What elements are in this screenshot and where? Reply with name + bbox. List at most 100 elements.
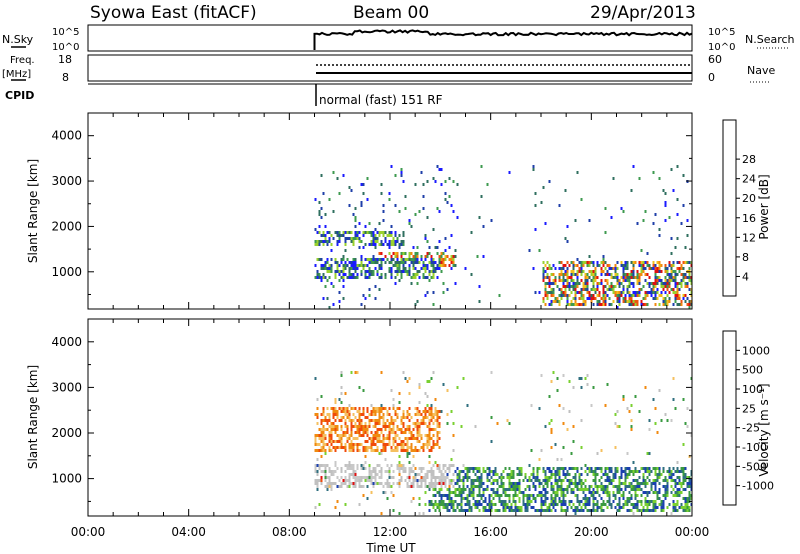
heatmap-cell bbox=[348, 443, 351, 446]
heatmap-cell bbox=[566, 428, 569, 431]
heatmap-cell bbox=[438, 509, 441, 512]
heatmap-cell bbox=[338, 479, 341, 482]
heatmap-cell bbox=[496, 473, 499, 476]
heatmap-cell bbox=[468, 500, 471, 503]
heatmap-cell bbox=[360, 240, 363, 243]
heatmap-cell bbox=[606, 479, 609, 482]
heatmap-cell bbox=[566, 488, 569, 491]
heatmap-cell bbox=[542, 479, 545, 482]
station-title: Syowa East (fitACF) bbox=[90, 3, 257, 23]
heatmap-cell bbox=[486, 503, 489, 506]
heatmap-cell bbox=[544, 509, 547, 512]
heatmap-cell bbox=[360, 273, 363, 276]
heatmap-cell bbox=[424, 267, 427, 270]
heatmap-cell bbox=[478, 216, 481, 219]
heatmap-cell bbox=[596, 473, 599, 476]
heatmap-cell bbox=[658, 270, 661, 273]
heatmap-cell bbox=[488, 500, 491, 503]
heatmap-cell bbox=[348, 204, 351, 207]
heatmap-cell bbox=[680, 470, 683, 473]
heatmap-cell bbox=[400, 261, 403, 264]
heatmap-cell bbox=[432, 273, 435, 276]
heatmap-cell bbox=[476, 494, 479, 497]
heatmap-cell bbox=[646, 252, 649, 255]
heatmap-cell bbox=[518, 491, 521, 494]
heatmap-cell bbox=[688, 267, 691, 270]
heatmap-cell bbox=[588, 291, 591, 294]
heatmap-cell bbox=[548, 395, 551, 398]
heatmap-cell bbox=[630, 273, 633, 276]
heatmap-cell bbox=[594, 482, 597, 485]
heatmap-cell bbox=[370, 476, 373, 479]
heatmap-cell bbox=[574, 294, 577, 297]
heatmap-cell bbox=[518, 488, 521, 491]
heatmap-cell bbox=[662, 303, 665, 306]
heatmap-cell bbox=[614, 294, 617, 297]
heatmap-cell bbox=[362, 485, 365, 488]
heatmap-cell bbox=[430, 416, 433, 419]
heatmap-cell bbox=[548, 422, 551, 425]
heatmap-cell bbox=[360, 255, 363, 258]
heatmap-cell bbox=[544, 425, 547, 428]
heatmap-cell bbox=[554, 443, 557, 446]
heatmap-cell bbox=[332, 470, 335, 473]
heatmap-cell bbox=[454, 488, 457, 491]
heatmap-cell bbox=[458, 503, 461, 506]
heatmap-cell bbox=[566, 273, 569, 276]
heatmap-cell bbox=[432, 446, 435, 449]
heatmap-cell bbox=[436, 506, 439, 509]
heatmap-cell bbox=[392, 243, 395, 246]
heatmap-cell bbox=[666, 303, 669, 306]
heatmap-cell bbox=[350, 371, 353, 374]
heatmap-cell bbox=[562, 267, 565, 270]
heatmap-cell bbox=[584, 479, 587, 482]
heatmap-cell bbox=[412, 273, 415, 276]
heatmap-cell bbox=[670, 419, 673, 422]
heatmap-cell bbox=[672, 479, 675, 482]
heatmap-cell bbox=[326, 297, 329, 300]
heatmap-cell bbox=[594, 273, 597, 276]
heatmap-cell bbox=[358, 413, 361, 416]
heatmap-cell bbox=[360, 261, 363, 264]
heatmap-cell bbox=[638, 264, 641, 267]
heatmap-cell bbox=[564, 270, 567, 273]
heatmap-cell bbox=[576, 303, 579, 306]
heatmap-cell bbox=[436, 246, 439, 249]
heatmap-cell bbox=[438, 506, 441, 509]
heatmap-cell bbox=[652, 503, 655, 506]
heatmap-cell bbox=[612, 276, 615, 279]
heatmap-cell bbox=[422, 419, 425, 422]
heatmap-cell bbox=[548, 267, 551, 270]
heatmap-cell bbox=[336, 234, 339, 237]
heatmap-cell bbox=[444, 255, 447, 258]
heatmap-cell bbox=[658, 488, 661, 491]
heatmap-cell bbox=[374, 240, 377, 243]
heatmap-cell bbox=[392, 494, 395, 497]
heatmap-cell bbox=[626, 509, 629, 512]
heatmap-cell bbox=[508, 500, 511, 503]
heatmap-cell bbox=[580, 386, 583, 389]
power-colorbar-label: Power [dB] bbox=[757, 174, 771, 239]
heatmap-cell bbox=[604, 470, 607, 473]
heatmap-cell bbox=[370, 231, 373, 234]
heatmap-cell bbox=[556, 470, 559, 473]
heatmap-cell bbox=[652, 509, 655, 512]
heatmap-cell bbox=[430, 261, 433, 264]
heatmap-cell bbox=[586, 273, 589, 276]
heatmap-cell bbox=[448, 488, 451, 491]
heatmap-cell bbox=[558, 470, 561, 473]
heatmap-cell bbox=[582, 288, 585, 291]
heatmap-cell bbox=[396, 449, 399, 452]
heatmap-cell bbox=[634, 467, 637, 470]
colorbar-tick-label: 24 bbox=[742, 173, 756, 186]
heatmap-cell bbox=[322, 446, 325, 449]
heatmap-cell bbox=[336, 485, 339, 488]
heatmap-cell bbox=[632, 261, 635, 264]
heatmap-cell bbox=[578, 297, 581, 300]
heatmap-cell bbox=[676, 482, 679, 485]
heatmap-cell bbox=[340, 470, 343, 473]
heatmap-cell bbox=[562, 503, 565, 506]
heatmap-cell bbox=[656, 291, 659, 294]
heatmap-cell bbox=[322, 240, 325, 243]
heatmap-cell bbox=[390, 419, 393, 422]
